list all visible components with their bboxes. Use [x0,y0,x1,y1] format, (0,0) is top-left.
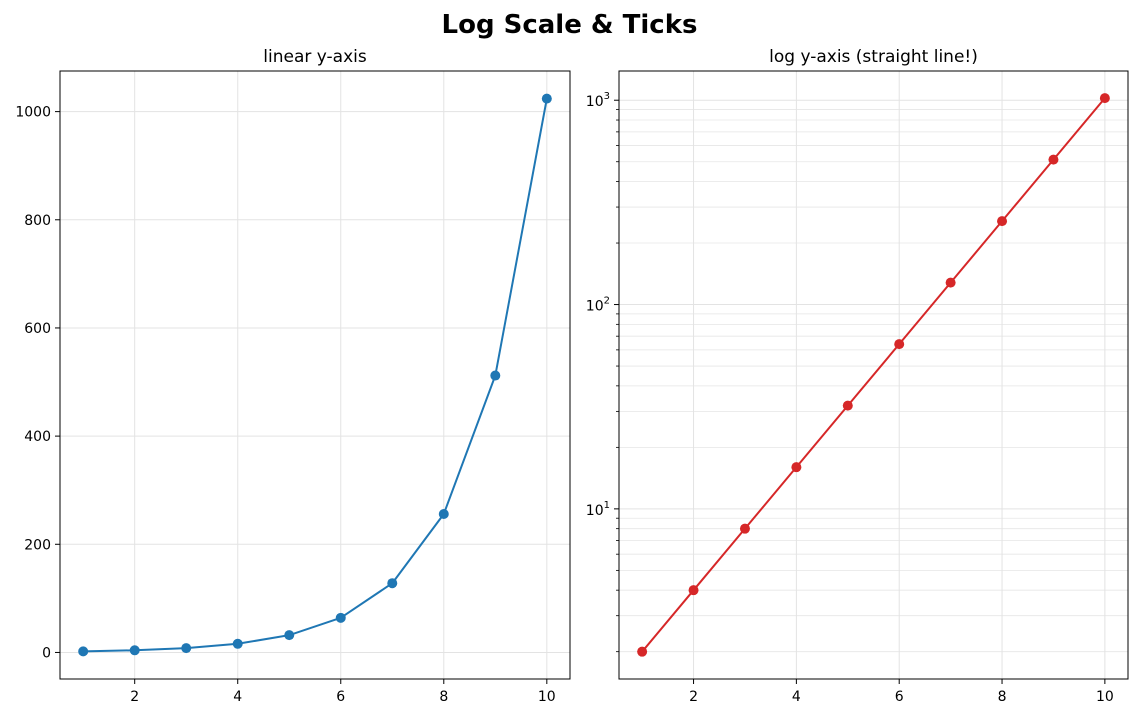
x-tick-label: 8 [998,689,1007,705]
series-line [83,98,548,653]
y-tick-label: 600 [24,321,51,337]
y-tick-label-base: 10 [586,94,604,110]
x-tick-label: 10 [1096,689,1114,705]
x-tick-label: 2 [130,689,139,705]
data-point [997,216,1008,227]
data-point [945,277,956,288]
data-point [637,646,648,657]
data-point [1048,154,1059,165]
figure-title: Log Scale & Ticks [442,10,698,40]
x-tick-label: 10 [538,689,556,705]
data-point [894,339,905,350]
x-tick-label: 4 [792,689,801,705]
x-tick-label: 4 [233,689,242,705]
data-point [387,578,398,589]
chart-panel-2: log y-axis (straight line!)2 4 6 8 101011021… [586,47,1129,705]
y-tick-label: 1000 [15,105,51,121]
data-point [1099,93,1110,104]
data-point [739,523,750,534]
y-tick-label: 103 [586,91,610,110]
y-tick-label: 800 [24,213,51,229]
data-point [842,400,853,411]
data-point [438,508,449,519]
axes-frame [618,70,1129,680]
x-tick-label: 6 [895,689,904,705]
y-tick-label: 400 [24,429,51,445]
x-tick-label: 6 [336,689,345,705]
data-point [791,462,802,473]
data-point [335,612,346,623]
panel-title: log y-axis (straight line!) [769,47,978,67]
y-tick-label-exp: 1 [604,500,610,511]
data-point [232,638,243,649]
data-point [284,630,295,641]
y-tick-label: 102 [586,296,610,315]
panel-title: linear y-axis [263,47,367,67]
data-point [181,643,192,654]
axes-frame [59,70,571,680]
data-point [129,645,140,656]
data-point [78,646,89,657]
x-tick-label: 8 [439,689,448,705]
data-point [490,370,501,381]
x-tick-label: 2 [689,689,698,705]
data-point [541,93,552,104]
y-tick-label-base: 10 [586,299,604,315]
y-tick-label-exp: 3 [604,91,610,102]
y-tick-label: 0 [42,645,51,661]
y-tick-label: 200 [24,537,51,553]
data-point [688,585,699,596]
y-tick-label-base: 10 [586,503,604,519]
y-tick-label: 101 [586,500,610,519]
y-tick-label-exp: 2 [604,296,610,307]
chart-panel-1: linear y-axis 2 4 6 8 10 0 200 400 600 800 1000 [15,47,571,705]
series-line [641,97,1106,653]
